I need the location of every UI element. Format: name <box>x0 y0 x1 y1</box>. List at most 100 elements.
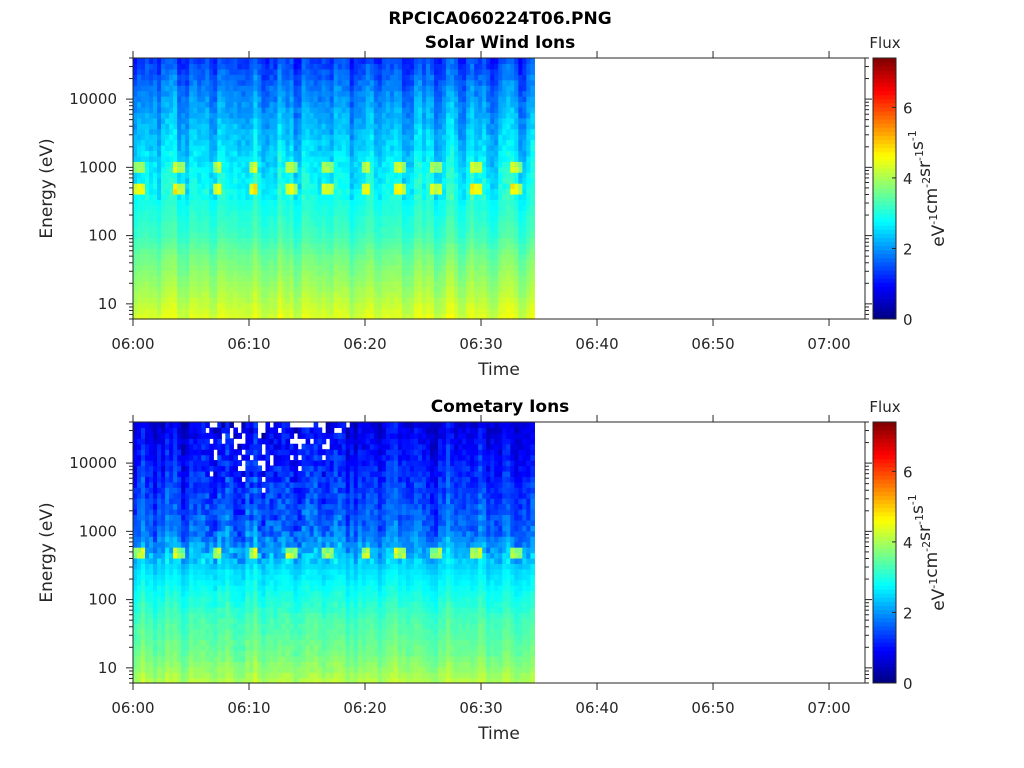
heatmap-cell <box>301 96 307 103</box>
heatmap-cell <box>373 313 379 320</box>
heatmap-cell <box>530 101 535 108</box>
heatmap-cell <box>213 139 218 146</box>
heatmap-cell <box>189 291 194 298</box>
heatmap-cell <box>249 166 255 173</box>
heatmap-cell <box>317 291 323 298</box>
heatmap-cell <box>241 161 246 168</box>
heatmap-cell <box>173 275 178 282</box>
heatmap-cell <box>510 161 515 168</box>
heatmap-cell <box>434 232 439 239</box>
heatmap-cell <box>325 183 331 190</box>
heatmap-cell <box>377 259 383 266</box>
heatmap-cell <box>249 90 255 97</box>
heatmap-cell <box>193 112 198 119</box>
heatmap-cell <box>446 291 451 298</box>
heatmap-cell <box>357 68 363 75</box>
heatmap-cell <box>277 139 283 146</box>
heatmap-cell <box>530 264 535 271</box>
heatmap-cell <box>273 74 279 81</box>
heatmap-cell <box>177 183 182 190</box>
heatmap-cell <box>365 259 371 266</box>
heatmap-cell <box>317 286 323 293</box>
heatmap-cell <box>177 68 182 75</box>
heatmap-cell <box>309 253 315 260</box>
heatmap-cell <box>426 291 431 298</box>
heatmap-cell <box>237 264 242 271</box>
heatmap-cell <box>189 270 194 277</box>
heatmap-cell <box>317 155 323 162</box>
heatmap-cell <box>518 145 523 152</box>
heatmap-cell <box>221 308 226 315</box>
heatmap-cell <box>377 106 383 113</box>
heatmap-cell <box>261 259 267 266</box>
heatmap-cell <box>474 112 479 119</box>
heatmap-cell <box>421 79 427 86</box>
heatmap-cell <box>269 302 275 309</box>
heatmap-cell <box>269 128 275 135</box>
heatmap-cell <box>381 90 387 97</box>
heatmap-cell <box>297 242 303 249</box>
heatmap-cell <box>430 96 435 103</box>
heatmap-cell <box>249 280 255 287</box>
heatmap-cell <box>237 155 242 162</box>
heatmap-cell <box>225 221 230 228</box>
heatmap-cell <box>345 297 351 304</box>
heatmap-cell <box>269 117 275 124</box>
heatmap-cell <box>165 199 170 206</box>
heatmap-cell <box>133 134 138 141</box>
heatmap-cell <box>518 215 523 222</box>
heatmap-cell <box>301 150 307 157</box>
heatmap-cell <box>494 297 499 304</box>
colorbar-segment <box>873 78 896 83</box>
heatmap-cell <box>413 85 419 92</box>
heatmap-cell <box>321 74 327 81</box>
heatmap-cell <box>470 313 475 320</box>
heatmap-cell <box>430 150 435 157</box>
heatmap-cell <box>317 123 323 130</box>
heatmap-cell <box>357 123 363 130</box>
heatmap-cell <box>197 188 202 195</box>
heatmap-cell <box>161 221 166 228</box>
heatmap-cell <box>522 74 527 81</box>
heatmap-cell <box>470 248 475 255</box>
heatmap-cell <box>209 85 214 92</box>
heatmap-cell <box>345 270 351 277</box>
heatmap-cell <box>313 183 319 190</box>
heatmap-cell <box>225 155 230 162</box>
heatmap-cell <box>177 313 182 320</box>
heatmap-cell <box>333 308 339 315</box>
heatmap-cell <box>313 313 319 320</box>
heatmap-cell <box>249 210 255 217</box>
heatmap-cell <box>466 237 471 244</box>
heatmap-cell <box>454 215 459 222</box>
heatmap-cell <box>245 128 250 135</box>
colorbar-segment <box>873 192 896 198</box>
heatmap-cell <box>193 210 198 217</box>
heatmap-cell <box>333 101 339 108</box>
heatmap-cell <box>526 193 531 200</box>
heatmap-cell <box>149 237 154 244</box>
heatmap-cell <box>530 242 535 249</box>
colorbar-segment <box>873 278 896 283</box>
heatmap-cell <box>249 226 255 233</box>
heatmap-cell <box>409 264 415 271</box>
heatmap-cell <box>157 215 162 222</box>
heatmap-cell <box>189 237 194 244</box>
heatmap-cell <box>165 242 170 249</box>
heatmap-cell <box>506 134 511 141</box>
heatmap-cell <box>225 128 230 135</box>
heatmap-cell <box>434 286 439 293</box>
heatmap-cell <box>277 96 283 103</box>
heatmap-cell <box>353 280 359 287</box>
heatmap-cell <box>341 101 347 108</box>
heatmap-cell <box>502 259 507 266</box>
heatmap-cell <box>426 204 431 211</box>
heatmap-cell <box>369 215 375 222</box>
heatmap-cell <box>217 74 222 81</box>
heatmap-cell <box>438 280 443 287</box>
heatmap-cell <box>337 128 343 135</box>
heatmap-cell <box>482 112 487 119</box>
heatmap-cell <box>349 68 355 75</box>
heatmap-cell <box>301 286 307 293</box>
heatmap-cell <box>217 237 222 244</box>
